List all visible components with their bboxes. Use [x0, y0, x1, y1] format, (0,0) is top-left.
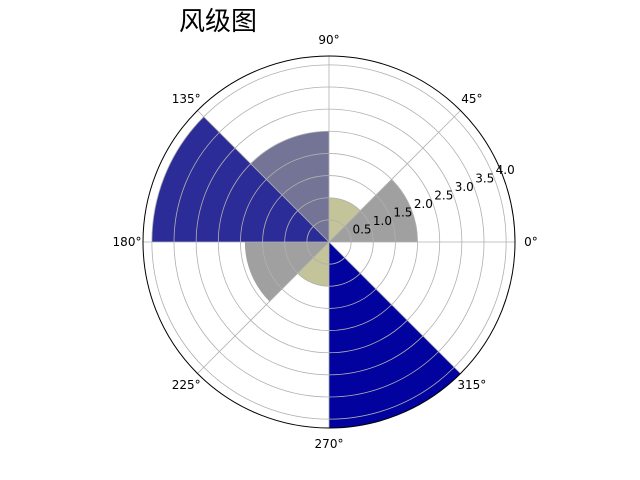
- polar-bar-5: [297, 242, 329, 287]
- angular-grid-line-3: [197, 110, 330, 243]
- radial-tick-label-6: 3.5: [475, 172, 494, 186]
- radial-tick-label-5: 3.0: [455, 180, 474, 194]
- angular-grid-line-1: [328, 110, 461, 243]
- angle-tick-label-7: 315°: [457, 378, 486, 392]
- angle-tick-label-5: 225°: [172, 378, 201, 392]
- polar-bar-6: [329, 242, 470, 428]
- radial-tick-label-4: 2.5: [434, 189, 453, 203]
- polar-bar-1: [329, 197, 361, 242]
- chart-title: 风级图: [179, 7, 257, 37]
- polar-bar-0: [329, 179, 418, 242]
- radial-tick-label-7: 4.0: [496, 163, 515, 177]
- angle-tick-label-1: 45°: [461, 92, 482, 106]
- grid-layer: [142, 55, 516, 429]
- polar-bar-2: [250, 131, 329, 242]
- angular-grid-line-5: [197, 241, 330, 374]
- angle-tick-label-6: 270°: [315, 437, 344, 451]
- angle-tick-label-4: 180°: [113, 235, 142, 249]
- bars-layer: [151, 116, 470, 428]
- radial-tick-label-3: 2.0: [414, 197, 433, 211]
- polar-bar-4: [244, 242, 329, 302]
- polar-bar-3: [151, 116, 329, 242]
- angle-tick-label-0: 0°: [524, 235, 538, 249]
- radial-tick-label-0: 0.5: [352, 223, 371, 237]
- ticks-layer: 0° 45° 90° 135° 180° 225° 270° 315° 0.51.01.52.0…: [113, 33, 538, 451]
- radial-tick-label-1: 1.0: [373, 214, 392, 228]
- radial-tick-label-2: 1.5: [393, 206, 412, 220]
- angle-tick-label-3: 135°: [172, 92, 201, 106]
- angular-grid-line-7: [328, 241, 461, 374]
- angle-tick-label-2: 90°: [318, 33, 339, 47]
- polar-frame: [142, 55, 516, 429]
